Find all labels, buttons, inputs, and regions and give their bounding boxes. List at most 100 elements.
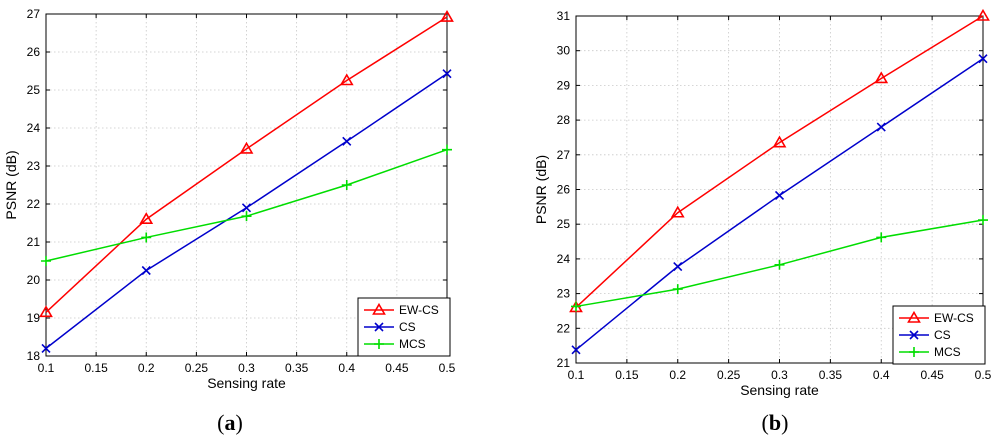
y-tick-label: 24 <box>27 121 41 135</box>
panel-label-open-paren: ( <box>217 410 224 435</box>
legend-swatch-marker <box>374 322 384 332</box>
data-point-marker <box>774 190 785 200</box>
panel-label-open-paren: ( <box>762 410 769 435</box>
x-tick-label: 0.2 <box>669 368 686 382</box>
x-axis-label: Sensing rate <box>207 375 286 391</box>
legend-label: CS <box>934 328 951 342</box>
x-tick-label: 0.15 <box>615 368 639 382</box>
y-tick-label: 23 <box>557 287 571 301</box>
x-tick-label: 0.35 <box>819 368 843 382</box>
data-point-marker <box>339 73 354 86</box>
legend: EW-CS CS MCS <box>892 305 986 365</box>
data-point-marker <box>976 8 990 21</box>
data-point-marker <box>440 9 454 22</box>
chart-panel-a: 0.1 0.15 0.2 0.25 0.3 0.35 0.4 0.45 0.5 18 19 20 21 2… <box>3 7 456 435</box>
y-tick-label: 31 <box>557 9 571 23</box>
series-mcs <box>571 215 988 312</box>
data-point-marker <box>571 301 581 312</box>
y-tick-label: 29 <box>557 78 571 92</box>
series-mcs <box>41 144 452 266</box>
y-tick-label: 27 <box>557 148 571 162</box>
x-tick-label: 0.35 <box>285 361 309 375</box>
y-tick-label: 30 <box>557 44 571 58</box>
y-tick-label: 18 <box>27 349 41 363</box>
x-tick-label: 0.25 <box>185 361 209 375</box>
data-point-marker <box>41 343 51 353</box>
legend-label: CS <box>399 320 416 334</box>
data-point-marker <box>978 215 988 226</box>
legend-swatch-marker <box>374 339 384 349</box>
data-point-marker <box>39 305 53 318</box>
y-tick-label: 25 <box>557 217 571 231</box>
data-point-marker <box>342 136 352 146</box>
y-tick-label: 21 <box>27 235 41 249</box>
x-tick-label: 0.1 <box>568 368 585 382</box>
legend-swatch-marker <box>907 310 921 323</box>
legend: EW-CS CS MCS <box>357 297 451 357</box>
x-axis-label: Sensing rate <box>740 382 819 398</box>
legend-label: EW-CS <box>399 303 439 317</box>
y-tick-label: 21 <box>557 356 571 370</box>
y-axis-label: PSNR (dB) <box>533 155 549 224</box>
y-tick-label: 23 <box>27 159 41 173</box>
data-point-marker <box>241 211 252 222</box>
chart-panel-b: 0.1 0.15 0.2 0.25 0.3 0.35 0.4 0.45 0.5 21 22 23 24 2… <box>533 8 992 435</box>
x-tick-label: 0.25 <box>717 368 741 382</box>
data-point-marker <box>341 180 352 190</box>
data-point-marker <box>442 144 452 155</box>
y-tick-label: 26 <box>557 183 571 197</box>
panel-label-close-paren: ) <box>236 410 243 435</box>
data-point-marker <box>978 54 988 64</box>
data-point-marker <box>672 284 683 295</box>
data-point-marker <box>876 232 887 243</box>
x-tick-label: 0.45 <box>920 368 944 382</box>
y-tick-label: 27 <box>27 7 41 21</box>
data-point-marker <box>774 259 785 270</box>
series-line <box>575 15 984 309</box>
panel-label: (b) <box>762 410 789 435</box>
y-tick-label: 20 <box>27 273 41 287</box>
data-point-marker <box>571 345 581 355</box>
series-ew-cs <box>39 9 454 318</box>
y-tick-label: 22 <box>557 321 571 335</box>
data-point-marker <box>670 205 685 218</box>
y-tick-label: 25 <box>27 83 41 97</box>
data-point-marker <box>874 71 889 84</box>
data-point-marker <box>139 212 154 224</box>
y-tick-label: 22 <box>27 197 41 211</box>
legend-item-ew-cs: EW-CS <box>364 302 439 317</box>
data-point-marker <box>673 261 683 272</box>
y-axis-label: PSNR (dB) <box>3 150 19 219</box>
legend-label: EW-CS <box>934 311 974 325</box>
data-point-marker <box>442 69 452 79</box>
x-tick-label: 0.4 <box>338 361 355 375</box>
x-tick-label: 0.2 <box>138 361 155 375</box>
panel-label-letter: b <box>769 410 781 435</box>
y-tick-label: 24 <box>557 252 571 266</box>
legend-item-cs: CS <box>364 320 416 334</box>
series-cs <box>41 69 452 353</box>
legend-label: MCS <box>399 337 426 351</box>
legend-item-cs: CS <box>899 328 951 342</box>
legend-label: MCS <box>934 345 961 359</box>
legend-item-mcs: MCS <box>899 345 961 359</box>
panel-label: (a) <box>217 410 243 435</box>
x-tick-label: 0.5 <box>439 361 456 375</box>
data-point-marker <box>239 141 254 154</box>
series-line <box>45 16 448 313</box>
data-point-marker <box>41 256 51 266</box>
x-tick-label: 0.15 <box>84 361 108 375</box>
panel-label-close-paren: ) <box>781 410 788 435</box>
x-tick-label: 0.3 <box>771 368 788 382</box>
legend-box <box>357 297 451 357</box>
x-tick-label: 0.5 <box>975 368 992 382</box>
data-point-marker <box>141 265 151 276</box>
data-point-marker <box>141 232 152 243</box>
panel-label-letter: a <box>225 410 236 435</box>
x-tick-label: 0.45 <box>385 361 409 375</box>
legend-swatch-marker <box>909 347 919 357</box>
data-point-marker <box>772 135 787 148</box>
legend-item-mcs: MCS <box>364 337 426 351</box>
x-tick-label: 0.4 <box>873 368 890 382</box>
